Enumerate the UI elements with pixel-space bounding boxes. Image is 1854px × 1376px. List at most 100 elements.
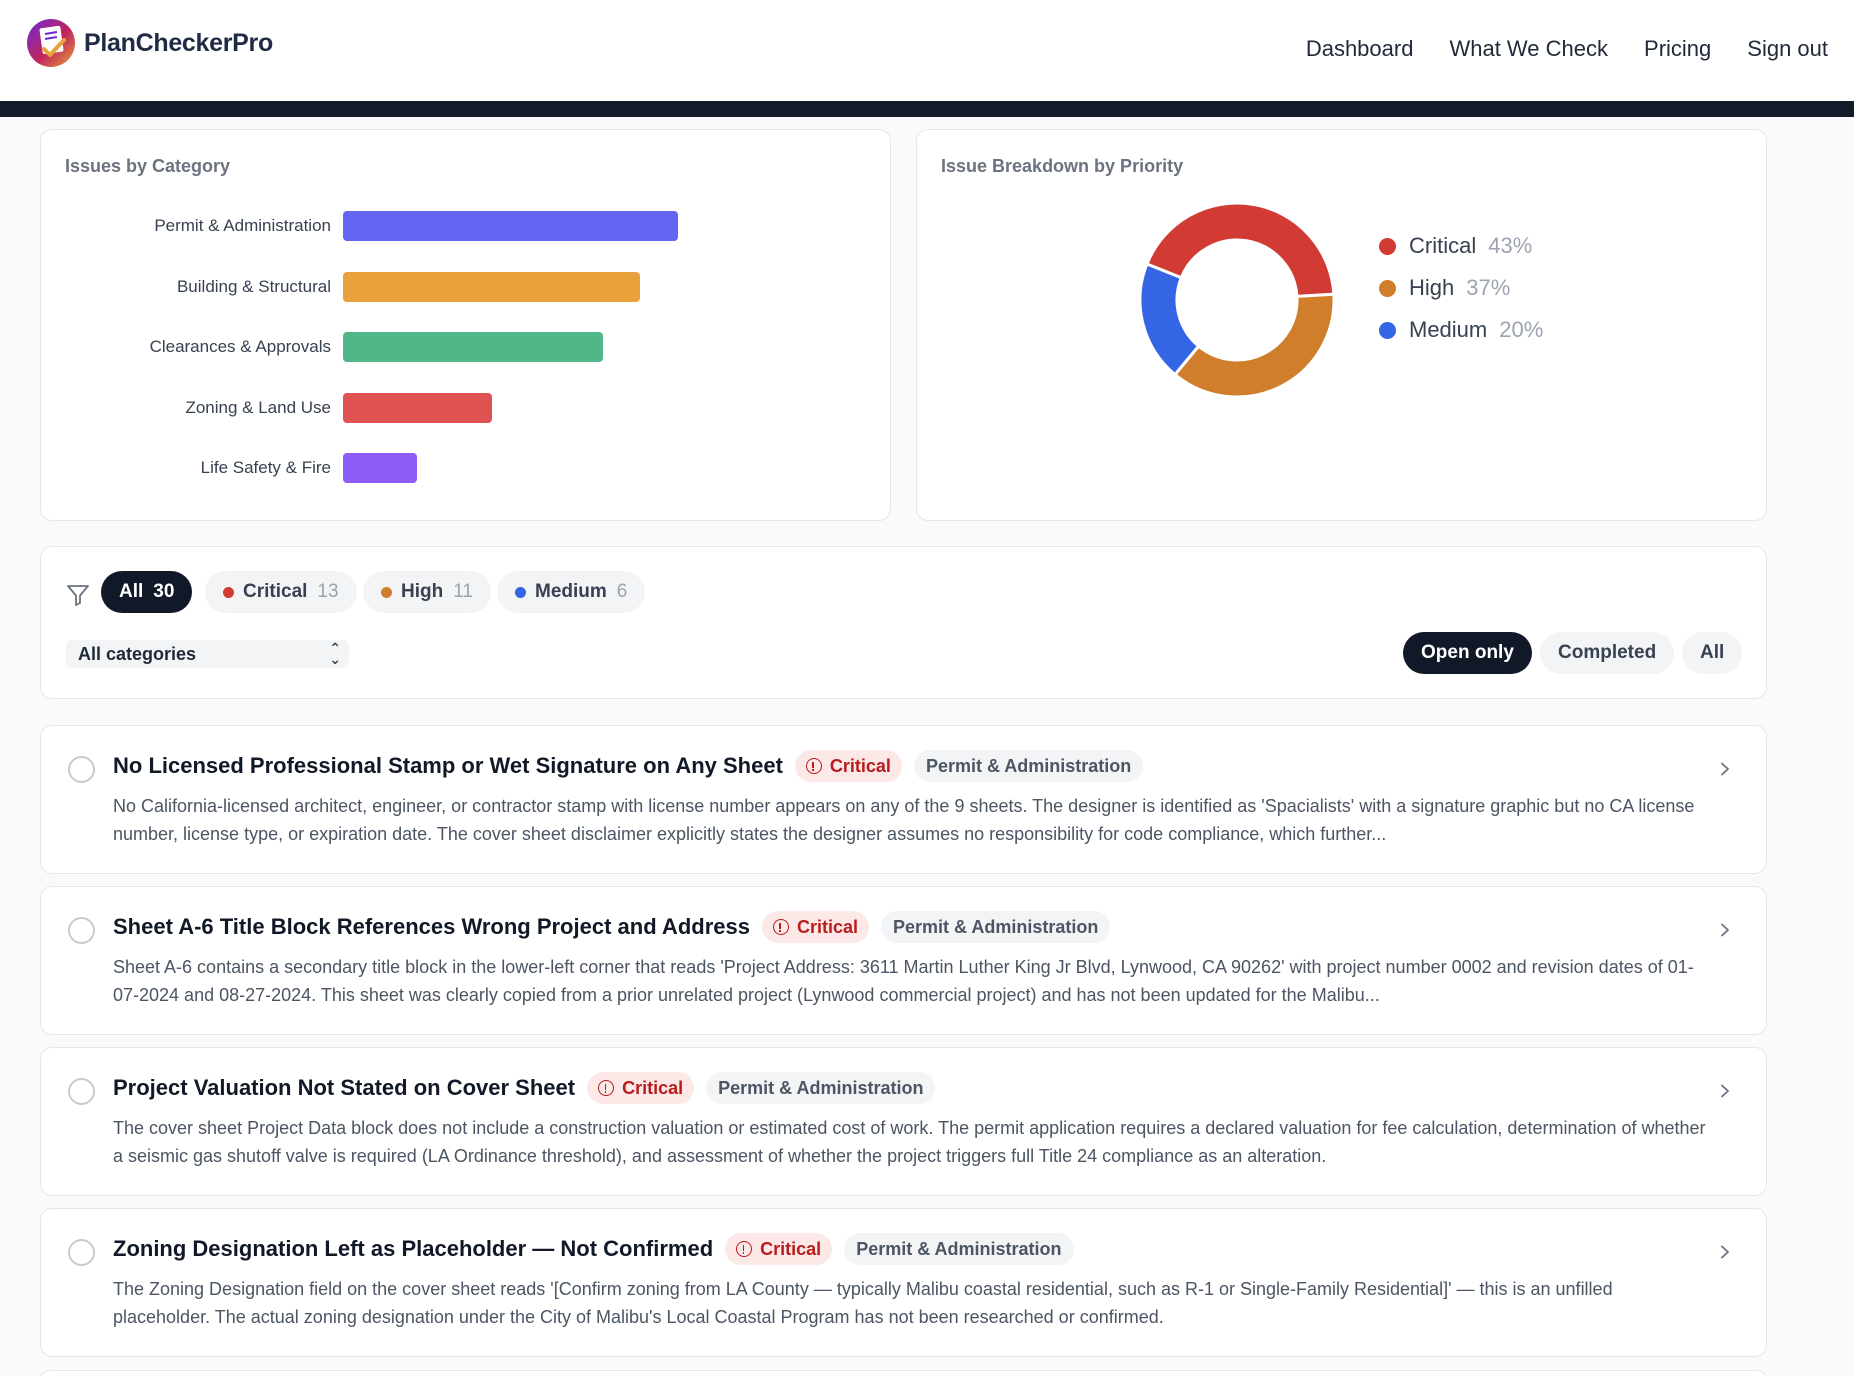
bar[interactable]	[343, 211, 678, 241]
status-filter-completed[interactable]: Completed	[1540, 632, 1675, 674]
select-chevron-icon: ⌃ ⌄	[329, 640, 341, 667]
priority-badge: Critical	[794, 750, 902, 782]
priority-filter-medium[interactable]: Medium 6	[497, 571, 646, 613]
issue-header: Sheet A-6 Title Block References Wrong P…	[113, 911, 1111, 943]
legend-item-critical: Critical 43%	[1379, 233, 1532, 259]
issue-header: Project Valuation Not Stated on Cover Sh…	[113, 1072, 936, 1104]
issue-title: Project Valuation Not Stated on Cover Sh…	[113, 1075, 576, 1100]
category-badge: Permit & Administration	[913, 750, 1144, 782]
bar-label: Clearances & Approvals	[149, 337, 331, 356]
status-filter-open-only[interactable]: Open only	[1403, 632, 1532, 674]
bar-label: Life Safety & Fire	[200, 458, 331, 477]
pill-label: Medium	[535, 581, 607, 602]
priority-badge-label: Critical	[829, 755, 891, 776]
priority-badge: Critical	[761, 911, 869, 943]
chevron-right-icon[interactable]	[1718, 1245, 1732, 1259]
alert-circle-icon	[772, 919, 789, 935]
legend-label: Critical	[1409, 233, 1477, 258]
nav-what-we-check[interactable]: What We Check	[1449, 36, 1609, 61]
priority-donut-chart	[1138, 201, 1336, 399]
issue-complete-checkbox[interactable]	[68, 1078, 95, 1105]
issue-header: No Licensed Professional Stamp or Wet Si…	[113, 750, 1144, 782]
logo[interactable]: PlanCheckerPro	[26, 18, 273, 68]
chevron-right-icon[interactable]	[1718, 1084, 1732, 1098]
issue-complete-checkbox[interactable]	[68, 756, 95, 783]
issue-title: No Licensed Professional Stamp or Wet Si…	[113, 753, 783, 778]
category-badge: Permit & Administration	[844, 1233, 1074, 1265]
pill-label: All	[119, 581, 144, 602]
bar-label: Permit & Administration	[154, 216, 331, 235]
alert-circle-icon	[805, 758, 822, 774]
nav-sign-out[interactable]: Sign out	[1747, 36, 1828, 61]
bar[interactable]	[343, 453, 417, 483]
issue-description: The cover sheet Project Data block does …	[113, 1118, 1706, 1166]
priority-chart-card: Issue Breakdown by Priority Critical 43% H…	[916, 129, 1767, 521]
legend-label: Medium	[1409, 317, 1488, 342]
nav-dashboard[interactable]: Dashboard	[1305, 36, 1414, 61]
status-filter-all[interactable]: All	[1682, 632, 1743, 674]
issue-description: No California-licensed architect, engine…	[113, 796, 1695, 844]
issue-description: The Zoning Designation field on the cove…	[113, 1279, 1613, 1327]
issue-title: Zoning Designation Left as Placeholder —…	[113, 1236, 714, 1261]
pill-label: Completed	[1558, 642, 1657, 663]
filter-icon	[67, 585, 89, 606]
nav-pricing[interactable]: Pricing	[1644, 36, 1712, 61]
legend-dot	[1379, 321, 1396, 339]
category-select[interactable]: All categories ⌃ ⌄	[66, 640, 349, 668]
bar-label: Zoning & Land Use	[185, 397, 331, 417]
alert-circle-icon	[736, 1241, 753, 1257]
legend-value: 43%	[1488, 233, 1533, 258]
legend-value: 20%	[1499, 317, 1544, 342]
bar-label: Building & Structural	[176, 276, 331, 296]
priority-badge: Critical	[725, 1233, 833, 1265]
issue-description: Sheet A-6 contains a secondary title blo…	[113, 957, 1694, 1005]
priority-badge: Critical	[587, 1072, 695, 1104]
issue-card[interactable]: No Licensed Professional Stamp or Wet Si…	[40, 725, 1767, 874]
pill-count: 6	[616, 581, 628, 602]
issue-header: Zoning Designation Left as Placeholder —…	[113, 1233, 1074, 1265]
pill-label: Open only	[1421, 642, 1514, 663]
logo-icon	[27, 19, 75, 67]
priority-dot	[515, 586, 526, 598]
issue-card[interactable]: Sheet A-6 Title Block References Wrong P…	[40, 886, 1767, 1035]
chevron-right-icon[interactable]	[1718, 923, 1732, 937]
main-nav: Dashboard What We Check Pricing Sign out	[1270, 36, 1828, 62]
logo-text: PlanCheckerPro	[84, 28, 273, 57]
donut-slice-high[interactable]	[1172, 292, 1336, 399]
category-chart-title: Issues by Category	[65, 156, 231, 176]
category-badge: Permit & Administration	[881, 911, 1111, 943]
filter-panel: All 30 Critical 13 High 11 Medium 6 All categor…	[40, 546, 1767, 699]
issue-title: Sheet A-6 Title Block References Wrong P…	[113, 914, 750, 939]
bar[interactable]	[343, 392, 492, 423]
priority-badge-label: Critical	[760, 1238, 822, 1259]
donut-slice-critical[interactable]	[1144, 201, 1336, 298]
legend-item-medium: Medium 20%	[1379, 317, 1543, 343]
priority-filter-high[interactable]: High 11	[363, 571, 491, 613]
top-nav-bar: PlanCheckerPro Dashboard What We Check P…	[0, 0, 1854, 101]
bar[interactable]	[343, 271, 640, 302]
category-badge: Permit & Administration	[706, 1072, 936, 1104]
legend-label: High	[1409, 275, 1455, 300]
category-bar-chart: Permit & Administration Building & Struct…	[41, 130, 893, 522]
issue-card[interactable]: Project Valuation Not Stated on Cover Sh…	[40, 1047, 1767, 1196]
category-select-value: All categories	[78, 643, 197, 664]
pill-label: All	[1700, 642, 1725, 663]
category-chart-card: Issues by Category Permit & Administrati…	[40, 129, 891, 521]
priority-badge-label: Critical	[622, 1077, 684, 1098]
priority-filter-all[interactable]: All 30	[101, 571, 193, 613]
legend-dot	[1379, 237, 1396, 255]
priority-badge-label: Critical	[796, 916, 858, 937]
issue-complete-checkbox[interactable]	[68, 917, 95, 944]
chevron-right-icon[interactable]	[1718, 762, 1732, 776]
priority-dot	[381, 586, 392, 598]
issue-card-next	[40, 1370, 1767, 1376]
issue-complete-checkbox[interactable]	[68, 1239, 95, 1266]
issue-card[interactable]: Zoning Designation Left as Placeholder —…	[40, 1208, 1767, 1357]
bar[interactable]	[343, 332, 603, 362]
priority-dot	[223, 586, 234, 598]
pill-label: Critical	[243, 581, 308, 602]
alert-circle-icon	[598, 1080, 615, 1096]
pill-count: 30	[153, 581, 175, 602]
donut-slice-medium[interactable]	[1138, 262, 1201, 377]
priority-filter-critical[interactable]: Critical 13	[205, 571, 357, 613]
